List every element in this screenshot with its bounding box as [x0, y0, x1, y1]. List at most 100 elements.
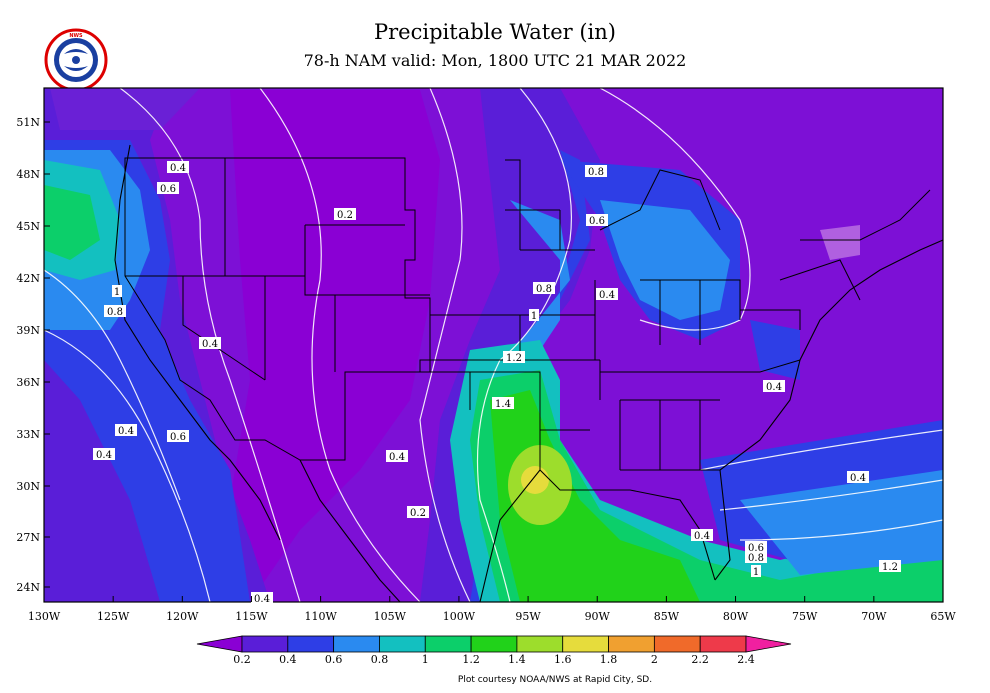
latitude-label: 30N — [16, 480, 40, 493]
contour-label: 0.4 — [694, 531, 710, 542]
contour-label-bg — [157, 182, 179, 194]
latitude-label: 33N — [16, 428, 40, 441]
contour-label: 0.2 — [337, 210, 353, 221]
colorbar-swatch — [653, 635, 701, 653]
contour-label: 0.4 — [202, 339, 218, 350]
contour-label-bg — [115, 424, 137, 436]
longitude-label: 65W — [930, 610, 956, 623]
contour-label-bg — [596, 288, 618, 300]
plot-credit: Plot courtesy NOAA/NWS at Rapid City, SD… — [457, 675, 653, 685]
contour-label-bg — [199, 337, 221, 349]
longitude-label: 130W — [28, 610, 61, 623]
latitude-label: 39N — [16, 324, 40, 337]
contour-label-bg — [386, 450, 408, 462]
contour-label-bg — [745, 551, 767, 563]
colorbar-swatch — [699, 635, 747, 653]
contour-label-bg — [407, 506, 429, 518]
contour-label: 0.8 — [748, 553, 764, 564]
longitude-label: 100W — [443, 610, 476, 623]
contour-label-bg — [879, 560, 901, 572]
contour-label-bg — [751, 565, 761, 577]
longitude-label: 95W — [515, 610, 541, 623]
longitude-label: 90W — [585, 610, 611, 623]
contour-label-bg — [492, 397, 514, 409]
contour-label-bg — [763, 380, 785, 392]
colorbar-label: 1.6 — [554, 653, 572, 666]
contour-label: 0.4 — [850, 473, 866, 484]
contour-label: 0.4 — [254, 594, 270, 605]
contour-label: 0.4 — [96, 450, 112, 461]
contour-label-bg — [586, 214, 608, 226]
colorbar-label: 0.8 — [371, 653, 389, 666]
contour-label-bg — [533, 282, 555, 294]
contour-label: 0.4 — [389, 452, 405, 463]
contour-label-bg — [847, 471, 869, 483]
latitude-labels: 51N 48N 45N 42N 39N 36N 33N 30N 27N 24N — [16, 116, 50, 594]
colorbar-label: 1.2 — [462, 653, 480, 666]
colorbar-label: 2.2 — [691, 653, 709, 666]
longitude-label: 120W — [166, 610, 199, 623]
contour-label: 1.2 — [882, 562, 898, 573]
colorbar-swatch — [287, 635, 335, 653]
longitude-label: 115W — [235, 610, 268, 623]
longitude-label: 110W — [304, 610, 337, 623]
latitude-label: 51N — [16, 116, 40, 129]
colorbar-swatch — [241, 635, 289, 653]
colorbar-swatch — [562, 635, 609, 653]
colorbar: 0.2 0.4 0.6 0.8 1 1.2 1.4 1.6 1.8 2 2.2 2.4 — [196, 635, 792, 666]
latitude-label: 42N — [16, 272, 40, 285]
colorbar-label: 2.4 — [737, 653, 755, 666]
contour-label: 1.2 — [506, 353, 522, 364]
contour-label: 0.6 — [589, 216, 605, 227]
longitude-label: 80W — [723, 610, 749, 623]
contour-label-bg — [334, 208, 356, 220]
longitude-label: 70W — [861, 610, 887, 623]
map-fill — [44, 88, 943, 602]
contour-label: 0.6 — [160, 184, 176, 195]
contour-label-bg — [93, 448, 115, 460]
contour-label: 0.4 — [599, 290, 615, 301]
map-frame — [43, 87, 944, 603]
colorbar-swatch — [470, 635, 518, 653]
contour-label-bg — [112, 285, 122, 297]
colorbar-swatch — [424, 635, 472, 653]
contour-labels: 0.4 0.6 0.2 1 0.8 0.4 0.4 0.6 0.4 0.4 0.2 1.4 1.2 1 0.… — [93, 161, 901, 605]
longitude-labels: 130W 125W 120W 115W 110W 105W 100W 95W 90W 85W 80W… — [28, 596, 956, 623]
contour-label: 0.6 — [748, 543, 764, 554]
colorbar-label: 0.2 — [233, 653, 251, 666]
chart-subtitle: 78-h NAM valid: Mon, 1800 UTC 21 MAR 202… — [303, 51, 687, 70]
chart-title: Precipitable Water (in) — [374, 20, 616, 44]
contour-label: 0.8 — [588, 167, 604, 178]
longitude-label: 75W — [792, 610, 818, 623]
latitude-label: 45N — [16, 220, 40, 233]
colorbar-swatch — [516, 635, 564, 653]
contour-label: 0.6 — [170, 432, 186, 443]
contour-label-bg — [104, 305, 126, 317]
colorbar-swatch — [608, 635, 655, 653]
longitude-label: 105W — [374, 610, 407, 623]
longitude-label: 125W — [97, 610, 130, 623]
contour-label: 0.8 — [107, 307, 123, 318]
contour-label: 0.8 — [536, 284, 552, 295]
colorbar-swatch — [333, 635, 380, 653]
colorbar-high-arrow — [745, 635, 792, 653]
colorbar-label: 1 — [422, 653, 429, 666]
contour-label-bg — [167, 430, 189, 442]
colorbar-label: 1.4 — [508, 653, 526, 666]
contour-label-bg — [251, 592, 273, 604]
contour-label: 1.4 — [495, 399, 511, 410]
contour-label: 1 — [753, 567, 759, 578]
contour-label-bg — [691, 529, 713, 541]
latitude-label: 48N — [16, 168, 40, 181]
contour-label: 1 — [531, 311, 537, 322]
contour-label-bg — [167, 161, 189, 173]
contour-label: 0.4 — [118, 426, 134, 437]
contour-label-bg — [503, 351, 525, 363]
contour-label-bg — [745, 541, 767, 553]
contour-label: 0.4 — [170, 163, 186, 174]
longitude-label: 85W — [654, 610, 680, 623]
colorbar-label: 0.6 — [325, 653, 343, 666]
colorbar-label: 2 — [651, 653, 658, 666]
colorbar-swatch — [379, 635, 426, 653]
